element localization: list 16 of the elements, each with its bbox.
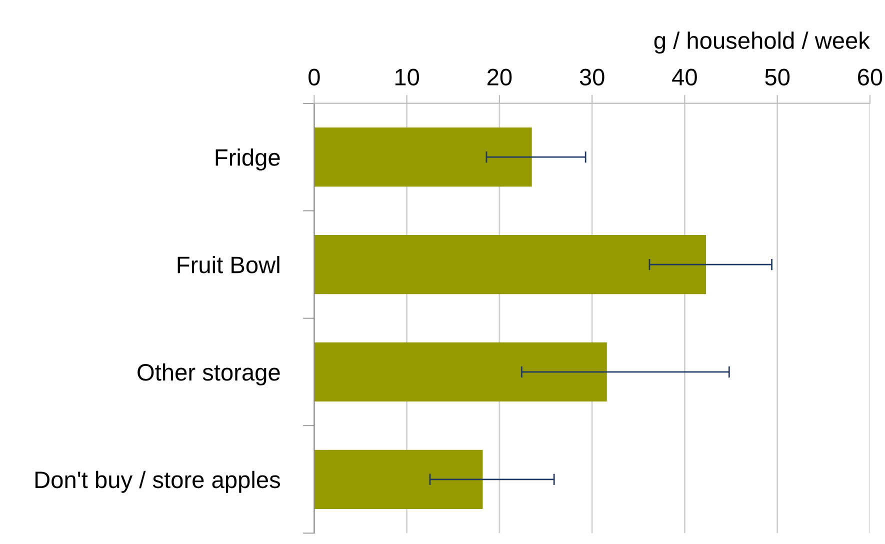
bar (314, 128, 532, 187)
y-tick-label: Fruit Bowl (178, 256, 280, 274)
bar (314, 450, 483, 509)
y-tick-label: Don't buy / store apples (35, 470, 280, 493)
x-tick-label: 60 (858, 68, 882, 86)
x-tick-label: 50 (765, 68, 790, 86)
x-tick-label: 0 (308, 68, 320, 86)
x-tick-label: 10 (395, 68, 420, 86)
x-tick-label: 40 (672, 68, 697, 86)
x-tick-label: 20 (487, 68, 512, 86)
y-tick-label: Other storage (138, 363, 280, 386)
bar (314, 234, 706, 294)
x-axis-title: g / household / week (654, 32, 870, 54)
y-tick-label: Fridge (216, 148, 280, 171)
x-tick-label: 30 (580, 68, 604, 86)
bar (314, 342, 607, 402)
